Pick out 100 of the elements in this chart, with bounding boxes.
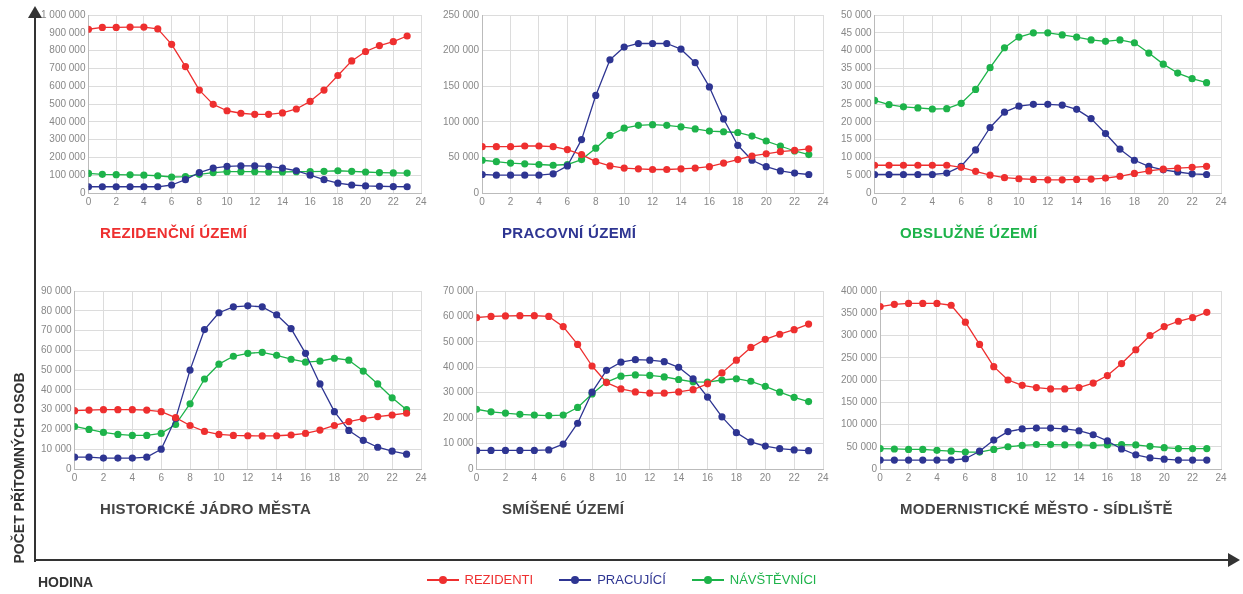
point (200, 375, 209, 383)
point (1117, 359, 1126, 368)
x-tick-label: 22 (789, 195, 801, 207)
y-tick-label: 5 000 (846, 168, 873, 180)
point (961, 448, 969, 456)
point (209, 164, 217, 172)
point (791, 169, 799, 177)
x-tick-label: 24 (1215, 195, 1227, 207)
point (762, 150, 770, 158)
point (186, 366, 194, 374)
point (273, 351, 281, 359)
point (301, 349, 310, 357)
point (620, 164, 628, 172)
point (501, 446, 510, 455)
point (1202, 170, 1211, 179)
point (359, 436, 367, 444)
point (943, 169, 951, 177)
point (1032, 424, 1040, 432)
point (157, 408, 165, 416)
point (181, 63, 190, 71)
point (516, 312, 524, 320)
point (919, 299, 927, 308)
y-tick-label: 350 000 (840, 307, 878, 318)
point (761, 382, 769, 390)
point (545, 446, 553, 454)
point (947, 447, 955, 455)
text: MODERNISTICKÉ MĚSTO - SÍDLIŠTĚ (900, 500, 1173, 517)
point (776, 167, 784, 175)
point (747, 438, 755, 446)
point (98, 170, 106, 178)
x-tick-label: 6 (962, 471, 969, 483)
point (359, 414, 367, 423)
point (748, 132, 756, 140)
point (1130, 169, 1138, 178)
point (718, 369, 726, 377)
y-tick-label: 1 000 000 (40, 8, 86, 20)
point (646, 389, 654, 397)
point (143, 453, 151, 461)
point (330, 354, 338, 362)
x-tick-label: 24 (415, 195, 427, 207)
point (914, 170, 922, 179)
point (128, 431, 136, 439)
point (389, 182, 397, 191)
point (634, 121, 642, 129)
point (1146, 454, 1154, 462)
point (549, 161, 557, 169)
x-tick-label: 14 (1071, 195, 1083, 207)
point (200, 427, 209, 436)
x-tick-label: 4 (531, 471, 538, 483)
y-tick-label: 200 000 (840, 373, 878, 385)
y-axis-title: POČET PŘÍTOMNÝCH OSOB (10, 372, 27, 564)
y-tick-label: 900 000 (49, 26, 86, 38)
point (719, 115, 728, 123)
point (168, 173, 176, 181)
x-tick-label: 10 (618, 195, 631, 207)
point (559, 323, 567, 331)
point (1087, 36, 1095, 44)
y-tick-label: 0 (66, 462, 73, 474)
point (320, 176, 328, 184)
y-tick-label: 700 000 (49, 62, 86, 74)
point (663, 121, 671, 129)
point (1089, 379, 1097, 387)
x-tick-label: 16 (1101, 471, 1114, 483)
point (521, 171, 529, 179)
point (361, 47, 370, 56)
point (648, 39, 657, 48)
point (320, 86, 328, 94)
x-tick-label: 22 (1187, 471, 1199, 483)
point (403, 169, 411, 177)
y-tick-label: 250 000 (840, 351, 878, 363)
point (1046, 424, 1055, 432)
point (99, 454, 108, 462)
point (885, 170, 893, 179)
x-tick-label: 12 (249, 195, 261, 207)
point (237, 109, 245, 117)
point (545, 312, 553, 321)
point (677, 45, 685, 53)
point (157, 429, 165, 437)
x-tick-label: 4 (129, 471, 136, 483)
point (1018, 425, 1026, 433)
point (251, 168, 259, 176)
point (501, 409, 510, 417)
point (634, 165, 642, 173)
point (1075, 383, 1083, 392)
point (1032, 383, 1040, 392)
point (919, 456, 927, 464)
point (592, 144, 600, 152)
point (1203, 456, 1211, 464)
point (885, 161, 893, 169)
point (734, 141, 742, 149)
text: OBSLUŽNÉ ÚZEMÍ (900, 224, 1038, 241)
y-tick-label: 20 000 (40, 423, 73, 435)
point (1160, 444, 1168, 452)
point (914, 104, 922, 112)
point (975, 340, 984, 348)
point (1044, 29, 1052, 37)
point (237, 168, 245, 176)
point (128, 406, 136, 414)
x-tick-label: 18 (328, 471, 341, 483)
point (126, 23, 134, 31)
